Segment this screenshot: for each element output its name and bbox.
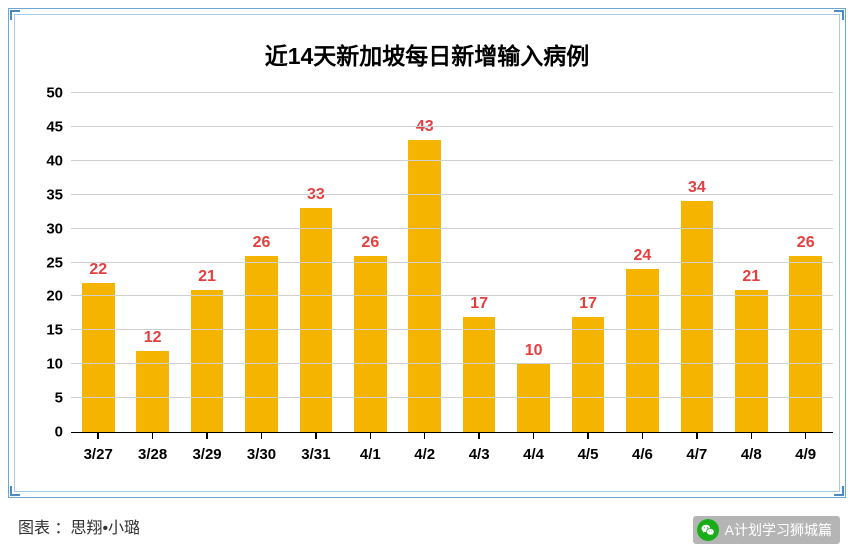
y-tick-label: 50 [46,85,63,102]
x-tick-mark [206,432,208,439]
chart-frame-inner: 近14天新加坡每日新增输入病例 223/27123/28213/29263/30… [14,14,840,492]
bar [789,256,822,432]
bar [626,269,659,432]
footer-credit: 图表 ：思翔•小璐 [18,514,140,538]
bar-slot: 333/31 [289,93,343,432]
gridline [71,126,833,127]
bar-slot: 264/1 [343,93,397,432]
bar-value-label: 26 [797,234,815,252]
bar [572,317,605,432]
bar [354,256,387,432]
bar [735,290,768,432]
bar-value-label: 33 [307,186,325,204]
bar-value-label: 34 [688,179,706,197]
x-tick-label: 3/31 [301,446,330,463]
y-tick-label: 40 [46,152,63,169]
bar [82,283,115,432]
bar-slot: 223/27 [71,93,125,432]
x-tick-label: 4/2 [414,446,435,463]
y-tick-label: 35 [46,186,63,203]
x-tick-label: 4/6 [632,446,653,463]
gridline [71,329,833,330]
chart-frame: 近14天新加坡每日新增输入病例 223/27123/28213/29263/30… [8,8,846,498]
gridline [71,228,833,229]
bar-value-label: 17 [470,295,488,313]
bar-value-label: 26 [361,234,379,252]
bar-slot: 263/30 [234,93,288,432]
bar-value-label: 43 [416,118,434,136]
x-tick-mark [261,432,263,439]
x-tick-mark [696,432,698,439]
x-tick-label: 4/9 [795,446,816,463]
watermark: A计划学习狮城篇 [693,516,840,544]
y-tick-label: 5 [55,390,63,407]
bar [300,208,333,432]
y-tick-label: 30 [46,220,63,237]
x-tick-mark [533,432,535,439]
watermark-text: A计划学习狮城篇 [725,520,832,540]
x-tick-label: 3/27 [84,446,113,463]
x-tick-mark [315,432,317,439]
bar-slot: 104/4 [506,93,560,432]
x-tick-mark [805,432,807,439]
bar-slot: 213/29 [180,93,234,432]
gridline [71,397,833,398]
bar-slot: 344/7 [670,93,724,432]
bar-value-label: 22 [89,261,107,279]
x-tick-label: 4/3 [469,446,490,463]
bar-slot: 244/6 [615,93,669,432]
bar-slot: 123/28 [125,93,179,432]
bar-slot: 174/3 [452,93,506,432]
bar-value-label: 21 [198,268,216,286]
gridline [71,262,833,263]
gridline [71,160,833,161]
x-tick-mark [751,432,753,439]
bar-value-label: 24 [634,247,652,265]
x-tick-label: 4/1 [360,446,381,463]
x-tick-mark [642,432,644,439]
bar [191,290,224,432]
gridline [71,194,833,195]
y-tick-label: 15 [46,322,63,339]
gridline [71,92,833,93]
plot-area: 223/27123/28213/29263/30333/31264/1434/2… [71,93,833,433]
bar-slot: 214/8 [724,93,778,432]
chart-title: 近14天新加坡每日新增输入病例 [15,37,839,71]
x-tick-label: 4/5 [578,446,599,463]
bar-value-label: 12 [144,329,162,347]
gridline [71,295,833,296]
bar-slot: 434/2 [398,93,452,432]
wechat-icon [697,519,719,541]
gridline [71,363,833,364]
bar-value-label: 17 [579,295,597,313]
x-tick-mark [97,432,99,439]
bar [245,256,278,432]
x-tick-mark [587,432,589,439]
x-tick-mark [478,432,480,439]
bar [463,317,496,432]
y-tick-label: 0 [55,424,63,441]
bars-row: 223/27123/28213/29263/30333/31264/1434/2… [71,93,833,432]
y-tick-label: 10 [46,356,63,373]
bar-slot: 264/9 [778,93,832,432]
x-tick-label: 4/8 [741,446,762,463]
x-tick-label: 3/28 [138,446,167,463]
x-tick-label: 4/7 [686,446,707,463]
bar-slot: 174/5 [561,93,615,432]
y-tick-label: 45 [46,118,63,135]
bar [408,140,441,432]
x-tick-mark [424,432,426,439]
x-tick-label: 4/4 [523,446,544,463]
x-tick-label: 3/30 [247,446,276,463]
bar-value-label: 10 [525,342,543,360]
x-tick-mark [152,432,154,439]
y-tick-label: 25 [46,254,63,271]
y-tick-label: 20 [46,288,63,305]
x-tick-mark [370,432,372,439]
bar-value-label: 26 [253,234,271,252]
bar-value-label: 21 [742,268,760,286]
x-tick-label: 3/29 [192,446,221,463]
